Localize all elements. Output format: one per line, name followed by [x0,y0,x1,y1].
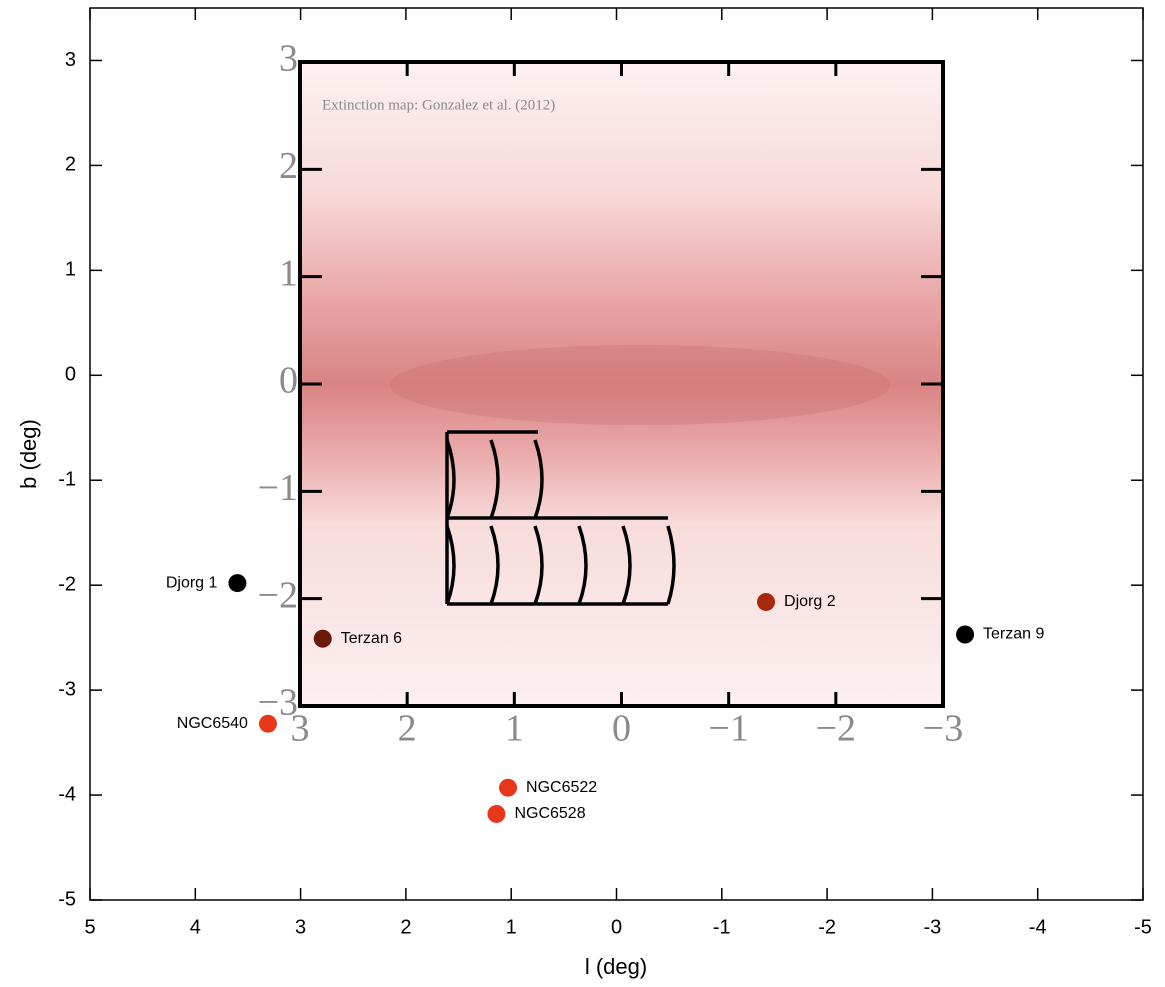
x-tick-label: 1 [505,708,524,750]
x-tick-label: 1 [506,916,517,938]
x-tick-label: -3 [924,916,942,938]
chart: Extinction map: Gonzalez et al. (2012) 3… [0,0,1165,987]
point-label: Terzan 6 [341,630,402,647]
y-tick-label: −2 [258,574,298,616]
x-tick-label: 3 [295,916,306,938]
y-tick-label: 1 [65,259,76,281]
y-tick-label: -3 [58,678,76,700]
y-tick-label: 2 [279,145,298,187]
y-tick-label: 0 [279,360,298,402]
extinction-core [390,345,890,425]
x-tick-label: -1 [713,916,731,938]
y-tick-label: -5 [58,888,76,910]
cluster-point [259,715,277,733]
x-tick-label: 5 [84,916,95,938]
x-tick-label: -4 [1029,916,1047,938]
y-tick-label: -4 [58,783,76,805]
point-label: NGC6528 [514,805,585,822]
cluster-point [499,779,517,797]
y-tick-label: 3 [65,49,76,71]
x-tick-label: 4 [190,916,201,938]
point-label: NGC6522 [526,779,597,796]
map-annotation: Extinction map: Gonzalez et al. (2012) [322,97,555,113]
y-tick-label: 2 [65,154,76,176]
cluster-point [956,625,974,643]
y-tick-label: 3 [279,38,298,80]
y-tick-label: -2 [58,573,76,595]
x-tick-label: -5 [1134,916,1152,938]
cluster-point [757,593,775,611]
x-tick-label: −3 [923,708,963,750]
cluster-point [314,630,332,648]
x-tick-label: 0 [611,916,622,938]
y-tick-label: 1 [279,252,298,294]
cluster-point [487,805,505,823]
x-tick-label: -2 [818,916,836,938]
x-axis-label: l (deg) [585,954,647,979]
y-tick-label: 0 [65,364,76,386]
point-label: Djorg 2 [784,593,836,610]
y-tick-label: -1 [58,469,76,491]
y-tick-label: −1 [258,467,298,509]
point-label: Djorg 1 [166,574,218,591]
y-axis-label: b (deg) [16,419,41,489]
x-tick-label: 2 [398,708,417,750]
x-tick-label: −1 [708,708,748,750]
x-tick-label: 2 [400,916,411,938]
x-tick-label: −2 [816,708,856,750]
point-label: NGC6540 [177,715,248,732]
point-label: Terzan 9 [983,626,1044,643]
cluster-point [228,574,246,592]
x-tick-label: 0 [612,708,631,750]
